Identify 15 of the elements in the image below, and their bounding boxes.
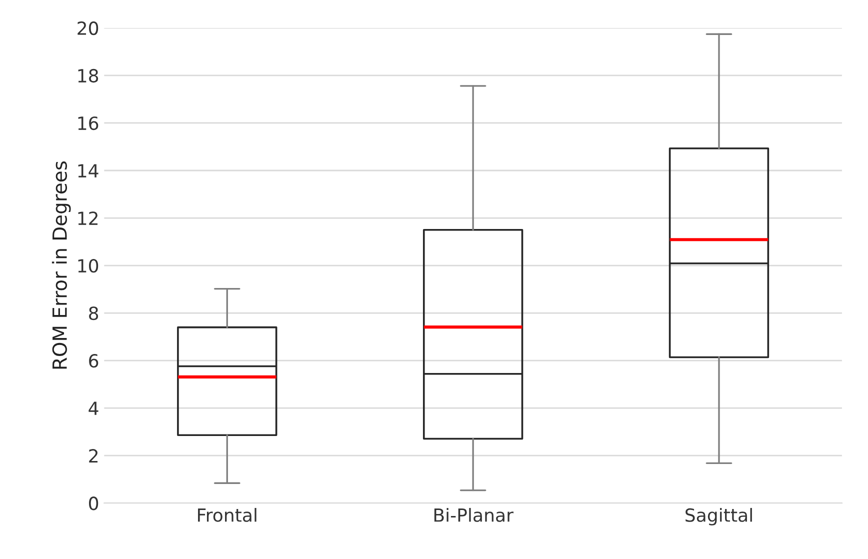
- y-tick-label: 2: [89, 449, 98, 462]
- y-tick-label: 12: [78, 211, 98, 225]
- y-tick-label: 6: [89, 354, 98, 368]
- x-tick-label: Bi-Planar: [434, 508, 514, 522]
- y-tick-label: 8: [89, 306, 98, 320]
- y-tick-label: 18: [78, 68, 98, 83]
- y-tick-label: 0: [89, 496, 98, 510]
- x-tick-label: Sagittal: [686, 508, 752, 526]
- x-tick-label: Frontal: [198, 508, 256, 522]
- y-tick-label: 4: [88, 402, 98, 415]
- y-tick-label: 20: [78, 21, 98, 36]
- y-tick-label: 10: [78, 258, 98, 273]
- y-tick-label: 14: [78, 164, 98, 178]
- y-tick-label: 16: [78, 116, 98, 130]
- y-axis-title: ROM Error in Degrees: [52, 161, 71, 369]
